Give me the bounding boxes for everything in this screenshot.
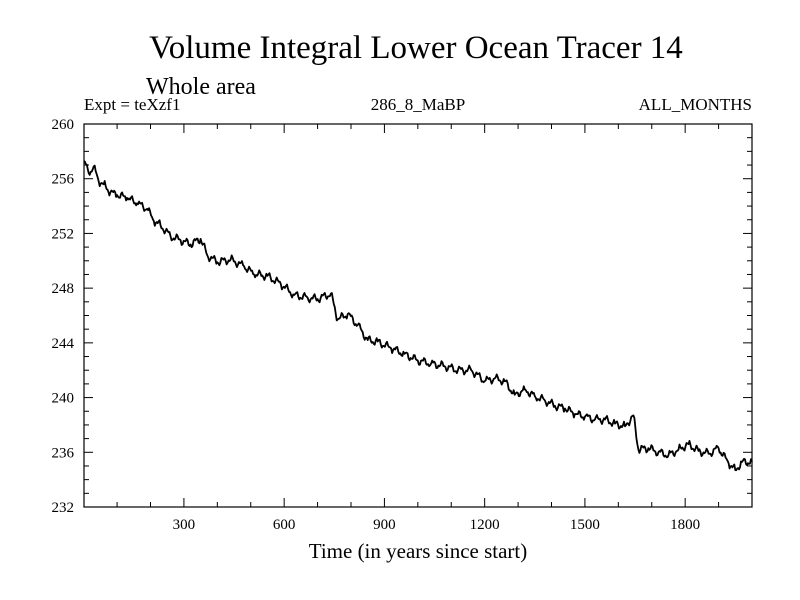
x-axis-label: Time (in years since start) — [309, 539, 528, 563]
y-tick-label: 248 — [52, 281, 75, 297]
chart-subtitle: Whole area — [146, 74, 256, 100]
y-tick-label: 240 — [52, 391, 75, 407]
axis-ticks — [84, 124, 752, 507]
y-tick-label: 256 — [52, 172, 75, 188]
y-tick-label: 244 — [52, 336, 75, 352]
y-tick-label: 260 — [52, 117, 75, 133]
x-tick-label: 1200 — [470, 517, 500, 533]
months-label: ALL_MONTHS — [639, 95, 752, 114]
y-tick-label: 236 — [52, 445, 75, 461]
y-tick-label: 232 — [52, 500, 75, 516]
experiment-label: Expt = teXzf1 — [84, 95, 180, 114]
x-tick-label: 300 — [173, 517, 196, 533]
x-tick-label: 1800 — [670, 517, 700, 533]
y-tick-label: 252 — [52, 226, 75, 242]
chart-title: Volume Integral Lower Ocean Tracer 14 — [149, 30, 683, 66]
x-tick-labels: 300 600 900 1200 1500 1800 — [173, 517, 701, 533]
period-label: 286_8_MaBP — [371, 95, 465, 114]
series-line — [83, 160, 753, 472]
plot-frame — [83, 123, 753, 508]
x-tick-label: 1500 — [570, 517, 600, 533]
x-tick-label: 600 — [273, 517, 296, 533]
x-tick-label: 900 — [373, 517, 396, 533]
y-tick-labels: 232 236 240 244 248 252 256 260 — [52, 117, 75, 516]
